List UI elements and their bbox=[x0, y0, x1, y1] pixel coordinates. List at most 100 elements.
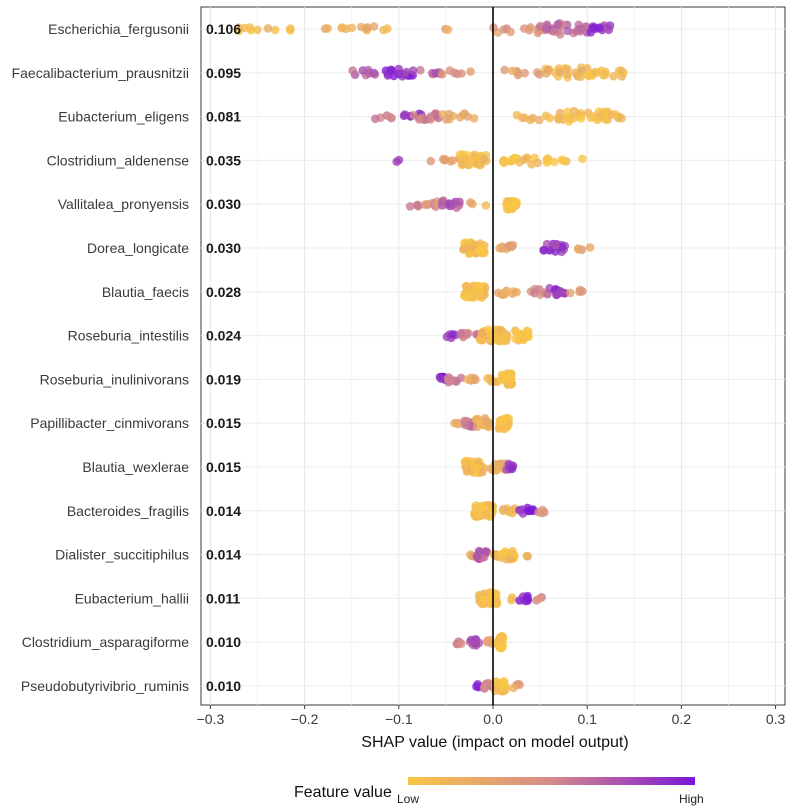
mean-shap-label: 0.019 bbox=[206, 371, 241, 387]
shap-point bbox=[443, 25, 453, 34]
shap-point bbox=[535, 70, 544, 79]
shap-point bbox=[448, 156, 458, 165]
feature-label: Blautia_wexlerae bbox=[82, 459, 189, 475]
shap-point bbox=[518, 113, 527, 123]
legend-title: Feature value bbox=[294, 784, 392, 801]
shap-point bbox=[569, 113, 579, 123]
shap-point bbox=[519, 334, 529, 343]
shap-point bbox=[508, 546, 517, 556]
feature-label: Dialister_succitiphilus bbox=[55, 547, 189, 563]
shap-point bbox=[497, 326, 507, 336]
shap-point bbox=[495, 460, 505, 470]
x-tick-label: −0.2 bbox=[291, 711, 319, 727]
shap-point bbox=[474, 281, 484, 291]
shap-point bbox=[511, 334, 520, 344]
shap-point bbox=[605, 21, 615, 30]
mean-shap-label: 0.030 bbox=[206, 240, 241, 256]
x-tick-label: 0.3 bbox=[766, 711, 786, 727]
shap-point bbox=[609, 71, 618, 81]
shap-point bbox=[469, 464, 479, 473]
shap-point bbox=[466, 198, 475, 207]
shap-point bbox=[501, 685, 510, 695]
shap-point bbox=[431, 69, 440, 78]
mean-shap-label: 0.024 bbox=[206, 328, 241, 344]
legend-colorbar bbox=[408, 777, 695, 785]
shap-point bbox=[405, 202, 415, 211]
shap-point bbox=[551, 247, 560, 256]
shap-point bbox=[463, 112, 473, 121]
shap-point bbox=[348, 66, 358, 75]
shap-point bbox=[616, 66, 626, 75]
shap-point bbox=[554, 115, 563, 124]
shap-point bbox=[416, 65, 425, 75]
x-axis-title: SHAP value (impact on model output) bbox=[361, 734, 628, 751]
x-tick-label: 0.2 bbox=[672, 711, 692, 727]
shap-point bbox=[491, 334, 501, 343]
shap-point bbox=[576, 114, 586, 123]
shap-point bbox=[576, 72, 585, 82]
shap-point bbox=[253, 25, 262, 35]
mean-shap-label: 0.010 bbox=[206, 634, 241, 650]
shap-point bbox=[270, 25, 280, 35]
shap-point bbox=[459, 155, 469, 164]
shap-point bbox=[535, 594, 544, 603]
mean-shap-label: 0.095 bbox=[206, 65, 241, 81]
shap-point bbox=[505, 554, 515, 564]
mean-shap-label: 0.028 bbox=[206, 284, 241, 300]
shap-point bbox=[496, 550, 506, 559]
shap-point bbox=[502, 370, 512, 379]
shap-point bbox=[337, 23, 347, 33]
shap-point bbox=[607, 110, 616, 119]
shap-point bbox=[507, 595, 516, 605]
shap-point bbox=[467, 156, 476, 166]
feature-label: Blautia_faecis bbox=[102, 284, 189, 300]
mean-shap-label: 0.014 bbox=[206, 503, 241, 519]
x-tick-label: −0.3 bbox=[197, 711, 225, 727]
shap-point bbox=[495, 243, 504, 253]
shap-point bbox=[576, 25, 586, 34]
shap-point bbox=[496, 640, 505, 649]
feature-label: Papillibacter_cinmivorans bbox=[30, 415, 189, 431]
shap-point bbox=[523, 594, 532, 603]
feature-label: Vallitalea_pronyensis bbox=[58, 196, 189, 212]
feature-label: Pseudobutyrivibrio_ruminis bbox=[21, 678, 189, 694]
shap-point bbox=[473, 289, 483, 299]
shap-point bbox=[519, 155, 529, 164]
shap-point bbox=[383, 24, 392, 33]
shap-point bbox=[542, 69, 551, 78]
shap-point bbox=[472, 552, 482, 561]
shap-point bbox=[552, 290, 561, 300]
shap-point bbox=[263, 24, 273, 33]
shap-point bbox=[394, 155, 404, 165]
shap-point bbox=[436, 374, 446, 384]
feature-label: Escherichia_fergusonii bbox=[48, 21, 189, 37]
shap-point bbox=[500, 289, 509, 298]
shap-point bbox=[481, 201, 491, 210]
shap-point bbox=[460, 420, 470, 430]
shap-point bbox=[437, 197, 447, 207]
mean-shap-label: 0.014 bbox=[206, 547, 241, 563]
shap-point bbox=[508, 240, 518, 250]
shap-point bbox=[369, 22, 379, 31]
shap-point bbox=[538, 505, 547, 515]
shap-point bbox=[520, 68, 529, 78]
feature-labels: Escherichia_fergusonii Faecalibacterium_p… bbox=[12, 21, 190, 694]
shap-point bbox=[483, 418, 492, 427]
shap-point bbox=[472, 504, 481, 514]
shap-point bbox=[482, 547, 492, 557]
shap-point bbox=[585, 243, 595, 252]
shap-point bbox=[508, 66, 517, 76]
shap-point bbox=[578, 154, 587, 164]
mean-shap-label: 0.015 bbox=[206, 415, 241, 431]
shap-point bbox=[573, 244, 583, 253]
feature-label: Eubacterium_eligens bbox=[58, 109, 189, 125]
shap-point bbox=[511, 327, 521, 337]
feature-value-legend: Feature value Low High bbox=[294, 777, 704, 806]
shap-point bbox=[485, 635, 495, 645]
shap-point bbox=[550, 157, 559, 167]
shap-point bbox=[413, 201, 422, 210]
shap-point bbox=[484, 325, 493, 335]
feature-label: Clostridium_aldenense bbox=[47, 152, 190, 168]
shap-point bbox=[600, 70, 610, 79]
shap-point bbox=[456, 373, 466, 383]
